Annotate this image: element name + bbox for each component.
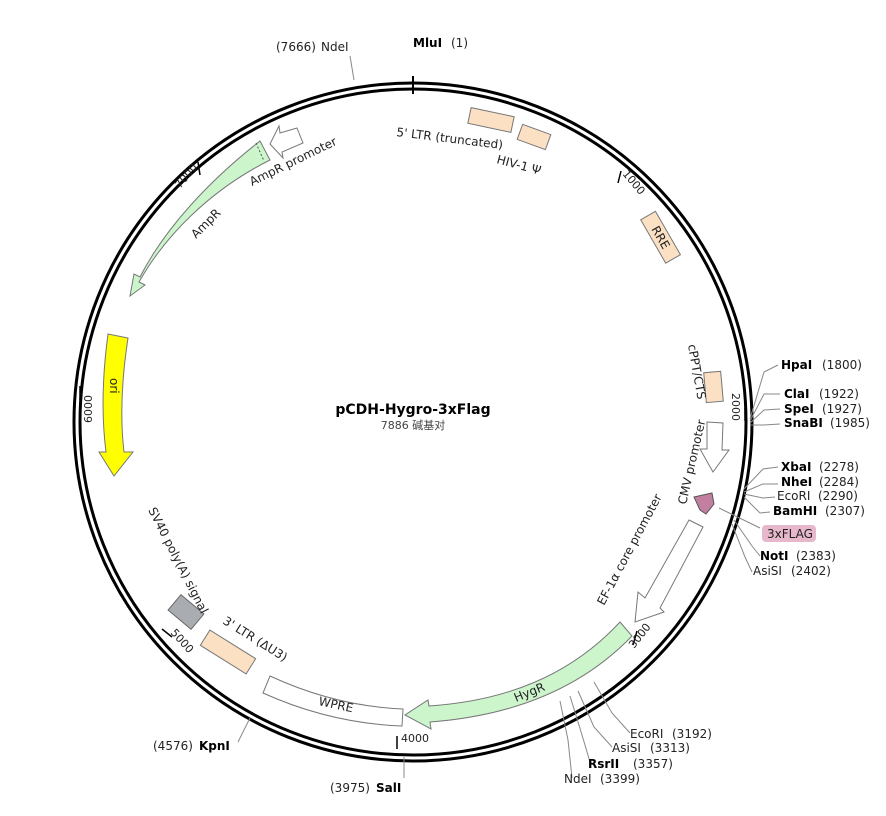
- feature-amp-promoter: [269, 124, 304, 160]
- feature-rre: [640, 210, 682, 264]
- label-cmv: CMV promoter: [675, 418, 708, 505]
- plasmid-name: pCDH-Hygro-3xFlag: [335, 402, 490, 418]
- tick-mark-7000: [197, 161, 201, 176]
- site-ndei-3399-pos: (3399): [600, 772, 640, 786]
- site-hpai-name: HpaI: [781, 358, 812, 372]
- plasmid-length: 7886 碱基对: [381, 418, 446, 432]
- site-nhei-pos: (2284): [819, 475, 859, 489]
- site-snabi-name: SnaBI: [784, 416, 823, 430]
- feature-sv40: [167, 593, 205, 631]
- site-xbai-pos: (2278): [819, 460, 859, 474]
- site-hpai-pos: (1800): [822, 358, 862, 372]
- site-bamhi-name: BamHI: [773, 504, 817, 518]
- label-3xflag: 3xFLAG: [767, 527, 813, 541]
- feature-hygr: [404, 621, 633, 730]
- site-ecori-3192-pos: (3192): [672, 727, 712, 741]
- site-ecori-3192-name: EcoRI: [630, 727, 663, 741]
- site-ecori-2290-pos: (2290): [818, 489, 858, 503]
- site-spei-name: SpeI: [784, 402, 814, 416]
- site-labels: (7666) NdeI MluI (1) HpaI (1800) ClaI (1…: [153, 36, 870, 795]
- feature-ltr3: [199, 629, 257, 675]
- site-asisi-3313-pos: (3313): [650, 741, 690, 755]
- site-noti-pos: (2383): [796, 549, 836, 563]
- feature-ampr: [129, 140, 271, 298]
- tick-label-2000: 2000: [729, 393, 742, 421]
- feature-cppt: [703, 370, 724, 404]
- site-spei-pos: (1927): [822, 402, 862, 416]
- site-rsrii-pos: (3357): [633, 757, 673, 771]
- site-asisi-3313-name: AsiSI: [612, 741, 641, 755]
- site-ndei-7666-pos: (7666): [276, 40, 316, 54]
- site-noti-name: NotI: [760, 549, 789, 563]
- site-kpni-name: KpnI: [199, 739, 230, 753]
- label-ltr5: 5' LTR (truncated): [396, 125, 504, 152]
- feature-ori: [98, 333, 135, 477]
- site-connectors: [237, 55, 781, 779]
- tick-label-7000: 7000: [172, 161, 200, 191]
- site-sali-pos: (3975): [330, 781, 370, 795]
- feature-cmv: [699, 421, 730, 473]
- tick-mark-3000: [632, 630, 638, 646]
- site-asisi-2402-name: AsiSI: [753, 564, 782, 578]
- site-kpni-pos: (4576): [153, 739, 193, 753]
- tick-label-4000: 4000: [401, 732, 429, 745]
- label-cppt: cPPT/CTS: [685, 343, 708, 400]
- feature-3xflag: [693, 492, 715, 515]
- feature-ltr5: [467, 107, 515, 133]
- tick-mark-1000: [617, 170, 622, 184]
- site-xbai-name: XbaI: [781, 460, 811, 474]
- label-ori: ori: [107, 378, 121, 394]
- tick-label-6000: 6000: [82, 395, 95, 423]
- site-clai-pos: (1922): [819, 387, 859, 401]
- feature-hiv: [516, 123, 552, 151]
- site-asisi-2402-pos: (2402): [791, 564, 831, 578]
- site-nhei-name: NheI: [781, 475, 812, 489]
- site-sali-name: SalI: [376, 781, 401, 795]
- flag-label-box: [762, 525, 816, 542]
- site-bamhi-pos: (2307): [825, 504, 865, 518]
- label-hiv: HIV-1 Ψ: [495, 152, 542, 177]
- site-ecori-2290-name: EcoRI: [777, 489, 810, 503]
- site-ndei-3399-name: NdeI: [564, 772, 592, 786]
- site-mlui-name: MluI: [413, 36, 442, 50]
- feature-wpre: [262, 675, 404, 727]
- site-ndei-7666-name: NdeI: [321, 40, 349, 54]
- feature-ef1a: [634, 519, 704, 623]
- site-mlui-pos: (1): [451, 36, 468, 50]
- site-clai-name: ClaI: [784, 387, 809, 401]
- site-snabi-pos: (1985): [830, 416, 870, 430]
- site-rsrii-name: RsrII: [588, 757, 619, 771]
- tick-mark-5000: [161, 628, 173, 638]
